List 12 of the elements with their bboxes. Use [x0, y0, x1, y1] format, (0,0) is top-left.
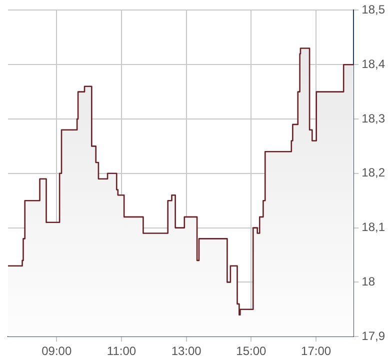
x-tick-label: 11:00 — [106, 344, 136, 358]
x-tick-label: 15:00 — [236, 344, 267, 358]
y-tick-label: 18 — [362, 274, 376, 289]
x-tick-label: 09:00 — [42, 344, 72, 358]
x-tick-label: 13:00 — [171, 344, 202, 358]
y-tick-label: 17,9 — [362, 328, 386, 343]
y-tick-label: 18,5 — [362, 2, 386, 17]
y-tick-label: 18,2 — [362, 166, 386, 180]
y-tick-label: 18,3 — [362, 111, 386, 126]
x-tick-label: 17:00 — [301, 344, 332, 358]
y-tick-label: 18,4 — [362, 56, 386, 71]
y-tick-label: 18,1 — [362, 220, 386, 234]
